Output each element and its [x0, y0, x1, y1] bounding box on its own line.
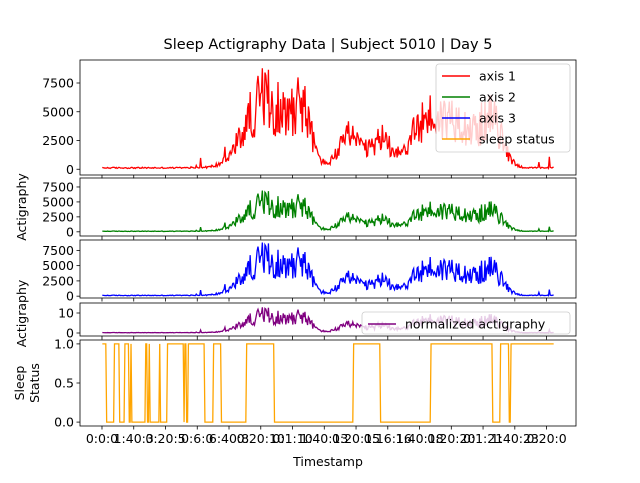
panel-1: 0 2500 5000 7500 axis 1 axis 2 axis 3 sleep sta… [42, 59, 577, 179]
y-tick-label: 7500 [42, 243, 74, 258]
panel-frame [79, 239, 577, 299]
y-tick-label: 2500 [42, 209, 74, 224]
y-tick-label: 0 [66, 289, 74, 304]
x-tick-label: 0:1:21 [463, 431, 503, 446]
legend-label: axis 2 [479, 90, 516, 105]
panel-frame [79, 59, 577, 176]
x-tick-label: 1:40:13 [300, 431, 348, 446]
y-tick-label: 0 [66, 326, 74, 341]
panel-4: 0 10 Actigraphy normalized actigraphy [14, 279, 577, 347]
series-line-axis-2 [102, 190, 554, 233]
x-tick-label: 0:6:0 [181, 431, 213, 446]
y-tick-label: 0 [66, 224, 74, 239]
y-axis-label: Actigraphy [14, 173, 29, 241]
legend-label: axis 3 [479, 111, 516, 126]
y-tick-label: 7500 [42, 179, 74, 194]
y-tick-label: 5000 [42, 258, 74, 273]
x-tick-label: 0:20:0 [526, 431, 566, 446]
legend-label: axis 1 [479, 69, 516, 84]
y-axis-label: Actigraphy [14, 279, 29, 347]
x-tick-label: 1:40:3 [114, 431, 154, 446]
y-tick-label: 1.0 [54, 336, 74, 351]
y-tick-label: 2500 [42, 133, 74, 148]
x-tick-label: 0:20:10 [237, 431, 285, 446]
legend-box [361, 311, 571, 335]
y-tick-label: 0 [66, 162, 74, 177]
y-tick-label: 10 [58, 306, 74, 321]
panel-frame [79, 177, 577, 237]
y-axis-label: Sleep [12, 366, 27, 401]
x-tick-label: 0:1:10 [272, 431, 312, 446]
y-tick-label: 5000 [42, 194, 74, 209]
y-tick-label: 5000 [42, 104, 74, 119]
x-tick-label: 0:20:15 [332, 431, 380, 446]
series-line-sleep-status [102, 343, 554, 423]
panel-frame [79, 302, 577, 337]
chart-title: Sleep Actigraphy Data | Subject 5010 | D… [164, 37, 493, 53]
x-tick-label: 0:20:5 [145, 431, 185, 446]
x-tick-label: 6:40:8 [209, 431, 249, 446]
y-tick-label: 2500 [42, 273, 74, 288]
legend-box [435, 63, 571, 153]
y-tick-label: 0.0 [54, 415, 74, 430]
x-tick-label: 0:16:16 [364, 431, 412, 446]
x-tick-label: 0:0:0 [86, 431, 118, 446]
legend-label: sleep status [479, 132, 555, 147]
x-tick-label: 1:40:18 [395, 431, 443, 446]
legend-label: normalized actigraphy [405, 317, 546, 332]
x-tick-label: 1:40:23 [491, 431, 539, 446]
x-axis-label: Timestamp [292, 454, 363, 469]
series-line-axis-3 [102, 242, 554, 297]
y-axis-label: Status [27, 363, 42, 403]
x-tick-label: 0:20:20 [427, 431, 475, 446]
y-tick-label: 7500 [42, 76, 74, 91]
y-tick-label: 0.5 [54, 376, 74, 391]
panel-5: 0.00.51.00:0:01:40:30:20:50:6:06:40:80:2… [12, 336, 577, 446]
